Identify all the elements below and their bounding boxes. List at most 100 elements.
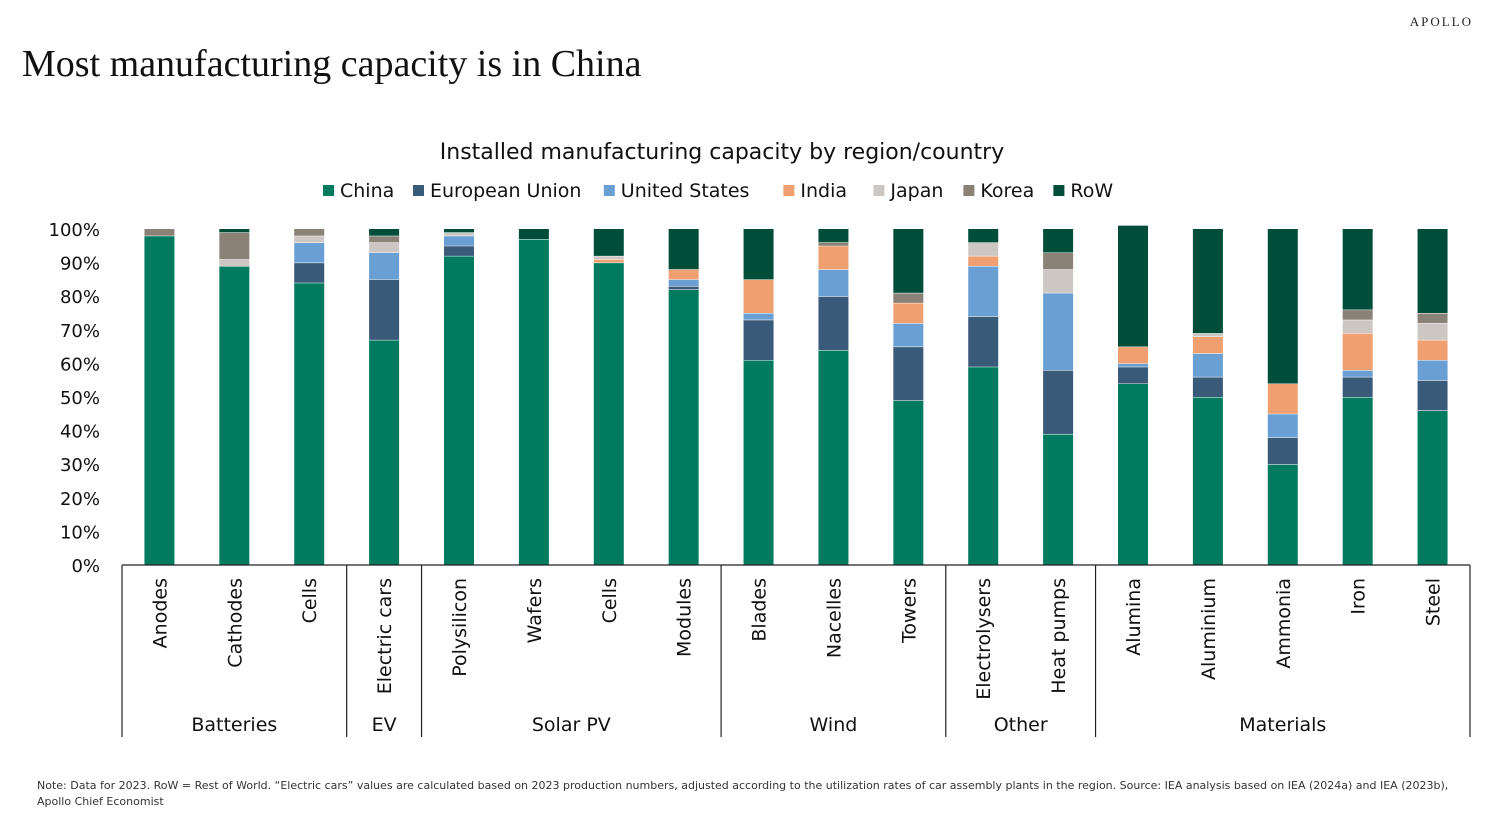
- footnote: Note: Data for 2023. RoW = Rest of World…: [37, 779, 1449, 808]
- bar-segment-united-states-alumina: [1118, 363, 1148, 367]
- bar-segment-row-cells: [593, 229, 624, 256]
- bar-segment-row-ammonia: [1267, 229, 1298, 384]
- legend-swatch-india: [783, 185, 795, 196]
- bar-segment-row-nacelles: [818, 229, 849, 243]
- bar-segment-united-states-steel: [1417, 360, 1448, 381]
- bar-segment-european-union-towers: [893, 346, 924, 401]
- legend-label-united-states: United States: [621, 180, 750, 202]
- x-tick-label-nacelles: Nacelles: [823, 578, 845, 658]
- bar-segment-japan-aluminium: [1192, 333, 1223, 337]
- bar-segment-row-alumina: [1118, 225, 1148, 347]
- bar-segment-india-modules: [668, 269, 699, 280]
- bar-segment-united-states-ammonia: [1267, 413, 1298, 438]
- bar-segment-china-electrolysers: [968, 366, 999, 565]
- x-tick-label-towers: Towers: [898, 578, 920, 644]
- bar-segment-china-nacelles: [818, 349, 849, 565]
- bar-segment-row-steel: [1417, 229, 1448, 313]
- bar-segment-japan-polysilicon: [444, 232, 474, 236]
- y-tick-label: 30%: [60, 455, 100, 476]
- bar-segment-row-blades: [743, 229, 774, 280]
- bar-segment-japan-cells: [593, 255, 624, 260]
- x-tick-label-anodes: Anodes: [149, 578, 171, 648]
- y-tick-label: 90%: [60, 254, 100, 275]
- bar-segment-korea-towers: [893, 292, 924, 303]
- bar-segment-india-electrolysers: [968, 255, 999, 266]
- y-tick-label: 70%: [60, 321, 100, 342]
- legend-swatch-row: [1053, 185, 1065, 196]
- bar-segment-china-wafers: [518, 239, 549, 565]
- bar-segment-india-towers: [893, 302, 924, 324]
- bar-segment-china-anodes: [144, 235, 175, 565]
- group-label-materials: Materials: [1239, 714, 1326, 736]
- bar-segment-korea-cathodes: [219, 232, 250, 260]
- bar-segment-row-electric-cars: [369, 229, 400, 236]
- bar-segment-united-states-heat-pumps: [1043, 292, 1074, 371]
- bar-segment-united-states-nacelles: [818, 269, 849, 297]
- x-tick-label-iron: Iron: [1348, 578, 1370, 615]
- bar-segment-korea-heat-pumps: [1043, 252, 1074, 270]
- bar-segment-european-union-polysilicon: [444, 245, 474, 256]
- bar-segment-united-states-iron: [1342, 370, 1373, 377]
- bar-segment-european-union-electrolysers: [968, 316, 999, 367]
- group-label-ev: EV: [372, 714, 397, 736]
- brand-logo: APOLLO: [1409, 14, 1473, 29]
- y-tick-label: 40%: [60, 422, 100, 443]
- x-tick-label-ammonia: Ammonia: [1273, 578, 1295, 669]
- bar-segment-row-heat-pumps: [1043, 229, 1074, 253]
- y-tick-label: 20%: [60, 489, 100, 510]
- bar-segment-india-steel: [1417, 339, 1448, 361]
- bar-segment-european-union-modules: [668, 286, 699, 290]
- bar-segment-korea-steel: [1417, 313, 1448, 324]
- y-tick-label: 60%: [60, 354, 100, 375]
- bar-segment-china-polysilicon: [444, 255, 474, 565]
- bar-segment-row-aluminium: [1192, 229, 1223, 334]
- bar-segment-india-blades: [743, 279, 774, 313]
- legend-swatch-china: [323, 185, 334, 196]
- bar-segment-european-union-nacelles: [818, 296, 849, 350]
- bar-segment-united-states-towers: [893, 323, 924, 347]
- bar-segment-european-union-steel: [1417, 380, 1448, 411]
- bar-segment-korea-anodes: [144, 229, 175, 236]
- stacked-bar-chart: Installed manufacturing capacity by regi…: [49, 140, 1471, 737]
- bar-segment-korea-nacelles: [818, 242, 849, 246]
- y-tick-label: 0%: [71, 556, 100, 577]
- legend-swatch-european-union: [413, 185, 424, 196]
- bar-segment-european-union-alumina: [1118, 366, 1148, 384]
- x-tick-label-alumina: Alumina: [1123, 578, 1145, 656]
- bar-segment-european-union-ammonia: [1267, 437, 1298, 465]
- bar-segment-china-blades: [743, 360, 774, 565]
- y-tick-label: 80%: [60, 287, 100, 308]
- legend-label-japan: Japan: [889, 180, 943, 202]
- x-tick-label-blades: Blades: [749, 578, 771, 642]
- legend-swatch-united-states: [603, 185, 615, 196]
- bar-segment-united-states-electrolysers: [968, 265, 999, 317]
- bar-segment-row-polysilicon: [444, 229, 474, 233]
- bar-segment-european-union-aluminium: [1192, 376, 1223, 397]
- bar-segment-india-iron: [1342, 333, 1373, 371]
- bar-segment-row-towers: [893, 229, 924, 293]
- chart-legend: China European Union United States India Jap…: [323, 180, 1113, 202]
- legend-label-european-union: European Union: [430, 180, 581, 202]
- bar-segment-korea-cells: [294, 229, 325, 236]
- bar-segment-china-cells: [294, 282, 325, 565]
- bar-segment-india-aluminium: [1192, 336, 1223, 354]
- bar-segment-european-union-heat-pumps: [1043, 370, 1074, 434]
- bar-segment-japan-electric-cars: [369, 242, 400, 253]
- y-tick-label: 50%: [60, 388, 100, 409]
- y-tick-label: 10%: [60, 522, 100, 543]
- y-tick-label: 100%: [49, 220, 100, 241]
- bar-segment-india-ammonia: [1267, 383, 1298, 414]
- legend-label-korea: Korea: [980, 180, 1034, 202]
- bar-segment-china-cathodes: [219, 265, 250, 565]
- bar-segment-japan-electrolysers: [968, 242, 999, 256]
- bar-segment-korea-iron: [1342, 309, 1373, 320]
- bar-segment-european-union-blades: [743, 319, 774, 361]
- bar-segment-row-modules: [668, 229, 699, 270]
- x-tick-label-electrolysers: Electrolysers: [973, 578, 995, 700]
- y-axis: 0% 10% 20% 30% 40% 50% 60% 70% 80% 90% 100%: [49, 220, 100, 577]
- bar-segment-japan-heat-pumps: [1043, 269, 1074, 293]
- bar-segment-japan-cathodes: [219, 259, 250, 266]
- x-tick-label-heat-pumps: Heat pumps: [1048, 578, 1070, 694]
- bar-segment-united-states-electric-cars: [369, 252, 400, 280]
- group-label-batteries: Batteries: [191, 714, 277, 736]
